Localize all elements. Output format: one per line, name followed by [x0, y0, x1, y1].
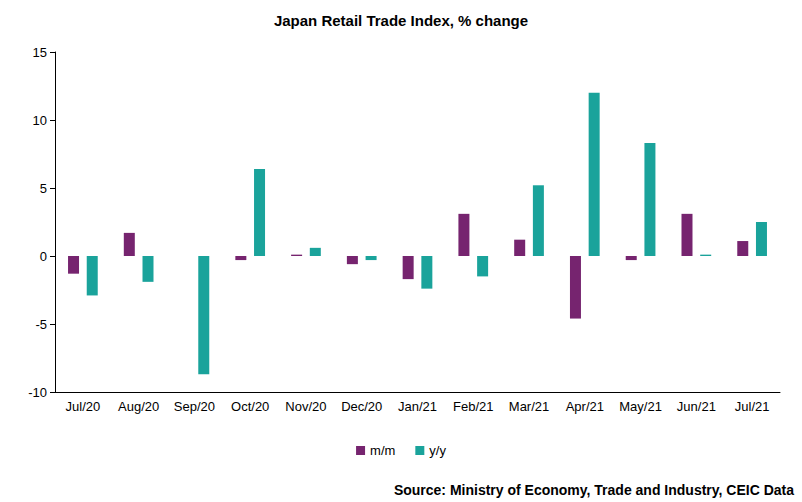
svg-text:-5: -5: [35, 317, 47, 332]
svg-text:5: 5: [40, 181, 47, 196]
svg-text:Jul/20: Jul/20: [66, 399, 101, 414]
svg-text:Nov/20: Nov/20: [285, 399, 326, 414]
svg-text:Jul/21: Jul/21: [735, 399, 770, 414]
svg-text:Source: Ministry of Economy, T: Source: Ministry of Economy, Trade and I…: [394, 482, 794, 498]
svg-text:Dec/20: Dec/20: [341, 399, 382, 414]
svg-text:10: 10: [33, 113, 47, 128]
svg-text:y/y: y/y: [429, 443, 446, 458]
svg-text:Jun/21: Jun/21: [677, 399, 716, 414]
svg-text:Feb/21: Feb/21: [453, 399, 493, 414]
svg-text:15: 15: [33, 45, 47, 60]
svg-text:Sep/20: Sep/20: [174, 399, 215, 414]
svg-text:0: 0: [40, 249, 47, 264]
svg-text:Aug/20: Aug/20: [118, 399, 159, 414]
svg-text:May/21: May/21: [619, 399, 662, 414]
svg-text:Mar/21: Mar/21: [509, 399, 549, 414]
svg-text:Oct/20: Oct/20: [231, 399, 269, 414]
svg-text:Apr/21: Apr/21: [566, 399, 604, 414]
svg-text:Japan Retail Trade Index, % ch: Japan Retail Trade Index, % change: [274, 12, 528, 29]
svg-text:-10: -10: [28, 385, 47, 400]
svg-text:Jan/21: Jan/21: [398, 399, 437, 414]
svg-text:m/m: m/m: [370, 443, 395, 458]
